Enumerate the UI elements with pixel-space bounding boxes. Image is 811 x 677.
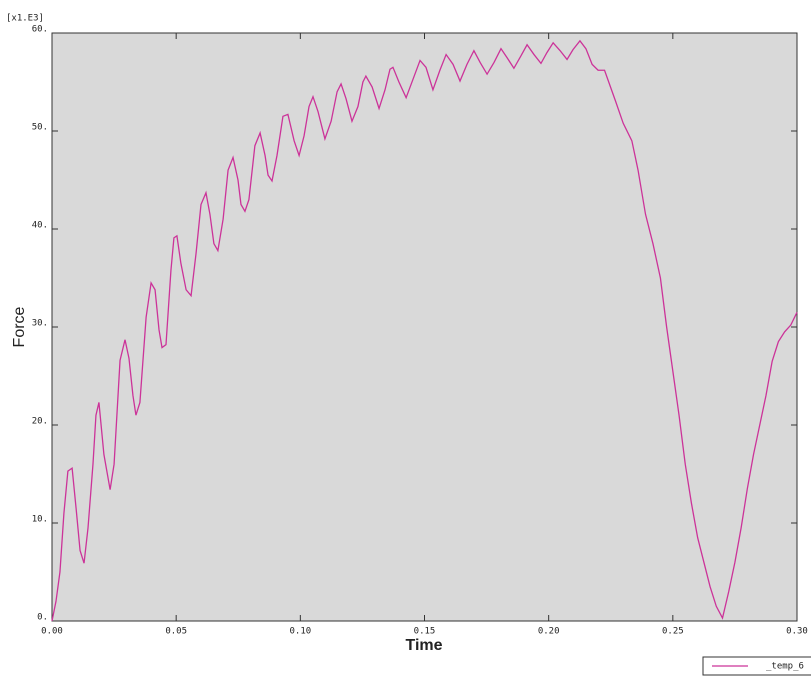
y-tick-label: 10. (32, 515, 48, 525)
y-axis-title: Force (11, 306, 28, 347)
y-tick-label: 20. (32, 417, 48, 427)
y-tick-label: 50. (32, 123, 48, 133)
x-tick-label: 0.10 (289, 627, 311, 637)
x-tick-label: 0.15 (414, 627, 436, 637)
line (51, 39, 798, 622)
y-tick-label: 30. (32, 319, 48, 329)
legend-box (702, 656, 811, 676)
legend-label: _temp_6 (766, 662, 804, 672)
x-tick-label: 0.30 (786, 627, 808, 637)
y-tick-label: 60. (32, 25, 48, 35)
y-tick-label: 40. (32, 221, 48, 231)
y-tick-label: 0. (37, 613, 48, 623)
x-axis-title: Time (405, 637, 442, 654)
plot-area (51, 32, 798, 622)
x-tick-label: 0.25 (662, 627, 684, 637)
x-tick-label: 0.20 (538, 627, 560, 637)
y-multiplier: [x1.E3] (6, 14, 44, 24)
x-tick-label: 0.05 (165, 627, 187, 637)
x-tick-label: 0.00 (41, 627, 63, 637)
